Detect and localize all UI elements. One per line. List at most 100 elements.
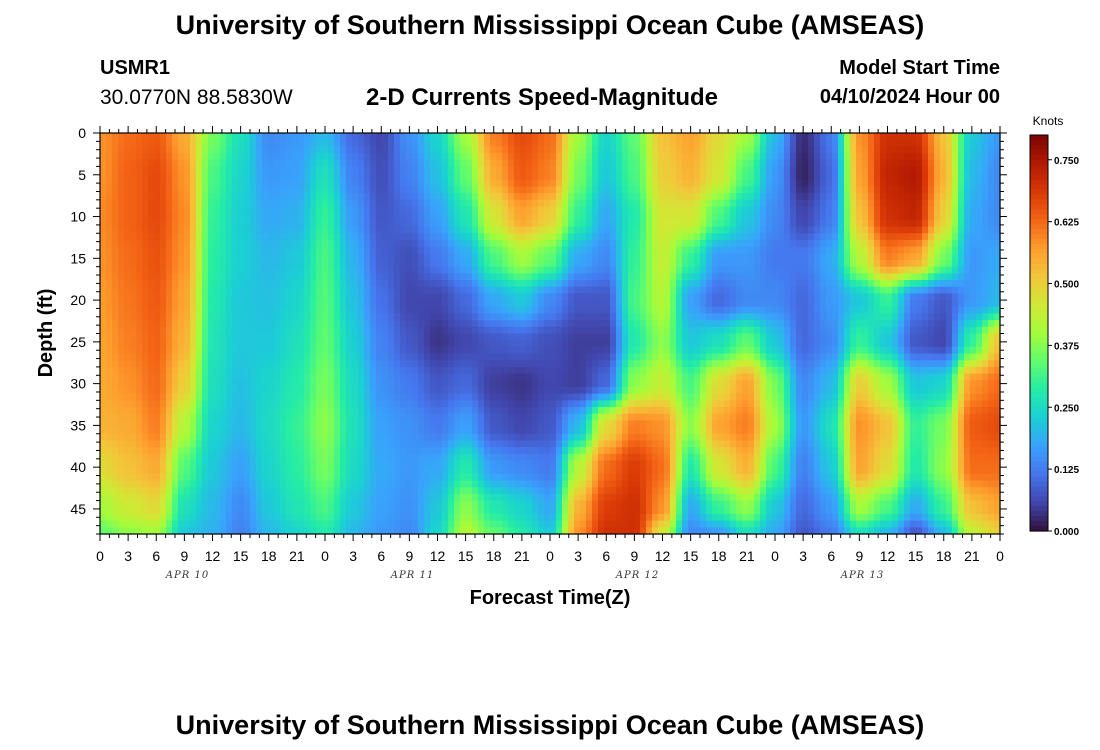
- heatmap-cell: [412, 433, 419, 442]
- heatmap-cell: [412, 286, 419, 294]
- heatmap-cell: [214, 173, 221, 181]
- heatmap-cell: [256, 380, 263, 388]
- heatmap-cell: [376, 259, 383, 268]
- heatmap-cell: [580, 179, 587, 188]
- heatmap-cell: [412, 259, 419, 268]
- heatmap-cell: [340, 280, 347, 288]
- heatmap-cell: [286, 153, 293, 161]
- heatmap-cell: [538, 326, 545, 335]
- heatmap-cell: [358, 253, 365, 261]
- heatmap-cell: [346, 366, 353, 375]
- heatmap-cell: [286, 527, 293, 535]
- heatmap-cell: [202, 286, 209, 294]
- heatmap-cell: [136, 420, 143, 428]
- heatmap-cell: [190, 360, 197, 368]
- heatmap-cell: [220, 513, 227, 522]
- heatmap-cell: [244, 280, 251, 288]
- heatmap-cell: [514, 206, 521, 214]
- heatmap-cell: [172, 219, 179, 228]
- heatmap-cell: [502, 159, 509, 168]
- heatmap-cell: [436, 273, 443, 281]
- heatmap-cell: [430, 366, 437, 375]
- heatmap-cell: [472, 407, 479, 415]
- heatmap-cell: [436, 420, 443, 428]
- heatmap-cell: [142, 239, 149, 248]
- heatmap-cell: [544, 286, 551, 294]
- heatmap-cell: [532, 313, 539, 321]
- heatmap-cell: [130, 433, 137, 442]
- heatmap-cell: [328, 246, 335, 254]
- heatmap-cell: [592, 133, 599, 141]
- heatmap-cell: [562, 213, 569, 221]
- heatmap-cell: [478, 487, 485, 495]
- heatmap-cell: [556, 333, 563, 341]
- heatmap-cell: [250, 366, 257, 375]
- heatmap-cell: [184, 420, 191, 428]
- heatmap-cell: [136, 253, 143, 261]
- heatmap-cell: [304, 507, 311, 515]
- heatmap-cell: [520, 173, 527, 181]
- heatmap-cell: [154, 273, 161, 281]
- heatmap-cell: [586, 440, 593, 448]
- heatmap-cell: [442, 487, 449, 495]
- heatmap-cell: [502, 199, 509, 208]
- heatmap-cell: [274, 186, 281, 194]
- heatmap-cell: [178, 146, 185, 154]
- heatmap-cell: [508, 239, 515, 248]
- heatmap-cell: [538, 259, 545, 268]
- heatmap-cell: [322, 420, 329, 428]
- heatmap-cell: [208, 199, 215, 208]
- heatmap-cell: [220, 460, 227, 468]
- heatmap-cell: [190, 440, 197, 448]
- heatmap-cell: [376, 153, 383, 161]
- heatmap-cell: [388, 400, 395, 408]
- heatmap-cell: [382, 507, 389, 515]
- heatmap-cell: [400, 226, 407, 234]
- heatmap-cell: [358, 507, 365, 515]
- heatmap-cell: [400, 320, 407, 328]
- heatmap-cell: [466, 453, 473, 462]
- heatmap-cell: [142, 473, 149, 482]
- heatmap-cell: [256, 246, 263, 254]
- heatmap-cell: [256, 433, 263, 442]
- heatmap-cell: [562, 407, 569, 415]
- heatmap-cell: [400, 206, 407, 214]
- heatmap-cell: [382, 139, 389, 147]
- heatmap-cell: [232, 219, 239, 228]
- heatmap-cell: [166, 259, 173, 268]
- heatmap-cell: [394, 513, 401, 522]
- heatmap-cell: [466, 300, 473, 308]
- heatmap-cell: [148, 173, 155, 181]
- heatmap-cell: [412, 507, 419, 515]
- heatmap-cell: [508, 393, 515, 401]
- heatmap-cell: [214, 360, 221, 368]
- heatmap-cell: [550, 159, 557, 168]
- heatmap-cell: [574, 306, 581, 315]
- heatmap-cell: [520, 373, 527, 381]
- heatmap-cell: [394, 346, 401, 355]
- heatmap-cell: [430, 133, 437, 141]
- heatmap-cell: [568, 193, 575, 201]
- heatmap-cell: [490, 206, 497, 214]
- heatmap-cell: [568, 366, 575, 375]
- heatmap-cell: [574, 259, 581, 268]
- heatmap-cell: [352, 186, 359, 194]
- heatmap-cell: [442, 199, 449, 208]
- heatmap-cell: [406, 507, 413, 515]
- heatmap-cell: [406, 133, 413, 141]
- heatmap-cell: [526, 213, 533, 221]
- heatmap-cell: [424, 206, 431, 214]
- heatmap-cell: [328, 333, 335, 341]
- heatmap-cell: [514, 300, 521, 308]
- heatmap-cell: [196, 300, 203, 308]
- heatmap-cell: [358, 219, 365, 228]
- heatmap-cell: [574, 293, 581, 301]
- heatmap-cell: [400, 293, 407, 301]
- heatmap-cell: [568, 407, 575, 415]
- heatmap-cell: [232, 300, 239, 308]
- heatmap-cell: [280, 320, 287, 328]
- heatmap-cell: [160, 353, 167, 361]
- heatmap-cell: [166, 480, 173, 488]
- heatmap-cell: [166, 206, 173, 214]
- heatmap-cell: [400, 300, 407, 308]
